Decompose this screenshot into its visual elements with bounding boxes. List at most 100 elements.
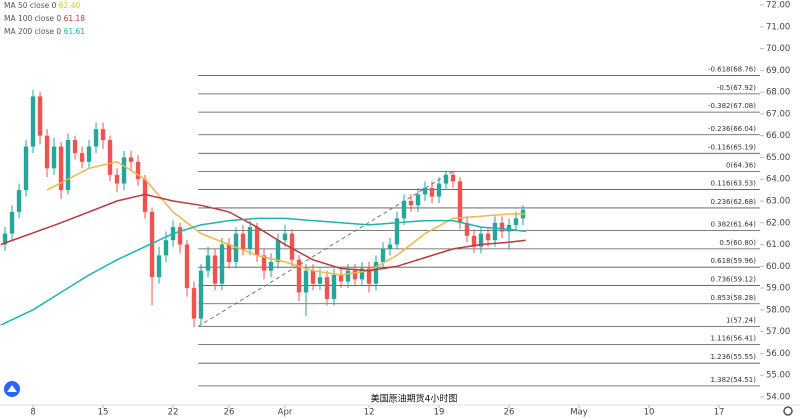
candle-body [65,140,71,191]
fib-label: 0.736(59.12) [710,275,756,283]
fib-label: 0.236(62.68) [710,198,756,206]
candle-body [513,218,519,225]
candle-body [16,190,22,212]
candle-body [219,244,225,284]
legend-value: 61.18 [64,14,86,23]
fib-label: 0.382(61.64) [710,221,756,229]
candle-body [408,200,414,206]
legend-entry: MA 100 close 0 61.18 [4,14,85,23]
candle-body [100,129,106,141]
candle-body [387,244,393,249]
legend-name: MA 200 close 0 [4,27,61,36]
y-tick-label: 71.00 [766,22,790,32]
y-tick-label: 59.00 [766,284,790,294]
candle-body [23,146,29,191]
fib-label: -0.116(65.19) [708,143,756,151]
y-tick-label: 57.00 [766,327,790,337]
gear[interactable] [783,406,793,416]
x-tick-label: 26 [504,408,515,418]
x-tick-label: 10 [644,408,655,418]
candle-body [58,146,64,191]
legend-value: 61.61 [64,27,86,36]
x-tick-label: 12 [364,408,375,418]
y-tick-label: 54.00 [766,392,790,402]
fib-label: -0.5(67.92) [717,84,756,92]
fib-label: -0.236(66.04) [708,125,756,133]
ma-line [46,160,526,276]
y-tick-label: 67.00 [766,109,790,119]
x-tick-label: 19 [434,408,445,418]
fib-label: 0(64.36) [726,161,756,169]
y-tick-label: 72.00 [766,1,790,11]
candle-body [457,181,463,223]
x-tick-label: 8 [30,408,35,418]
logo[interactable] [4,381,20,397]
candle-body [450,174,456,182]
candle-body [93,129,99,147]
candle-body [79,153,85,162]
candle-body [401,200,407,219]
candle-body [275,240,281,262]
candle-body [352,270,358,280]
candle-body [254,227,260,256]
x-tick-label: 26 [224,408,235,418]
candle-body [317,277,323,284]
candle-body [471,235,477,247]
candle-body [331,275,337,299]
candle-body [506,224,512,232]
candle-body [429,187,435,197]
candle-body [359,268,365,280]
candle-body [2,233,8,245]
candle-body [261,255,267,271]
candle-body [394,218,400,245]
fib-label: 0.618(59.96) [710,257,756,265]
legend-name: MA 100 close 0 [4,14,61,23]
candle-body [212,255,218,284]
candle-body [443,174,449,184]
candle-body [72,140,78,154]
logo-glyph[interactable] [7,385,17,392]
y-tick-label: 56.00 [766,349,790,359]
candle-body [142,179,148,212]
candle-body [184,244,190,289]
y-tick-label: 68.00 [766,88,790,98]
x-tick-label: 15 [98,408,109,418]
candle-body [30,96,36,147]
fib-label: 1.236(55.55) [710,353,756,361]
candle-body [324,277,330,299]
candle-body [163,240,169,256]
candle-body [226,244,232,262]
fib-label: 0.116(63.53) [710,179,756,187]
fib-label: 0.853(58.28) [710,294,756,302]
candle-body [303,270,309,293]
candle-body [198,270,204,319]
ma-line [0,217,526,326]
ma-line [0,193,526,272]
fib-label: -0.618(68.76) [708,66,756,74]
fib-label: 1(57.24) [726,316,756,324]
x-tick-label: 22 [168,408,179,418]
candle-body [240,233,246,249]
legend-entry: MA 200 close 0 61.61 [4,27,85,36]
candle-body [338,275,344,282]
candle-body [9,211,15,234]
candle-body [149,211,155,278]
candle-body [37,96,43,136]
y-tick-label: 69.00 [766,66,790,76]
y-tick-label: 55.00 [766,371,790,381]
candle-body [415,194,421,206]
y-tick-label: 64.00 [766,175,790,185]
candle-body [464,222,470,236]
y-tick-label: 65.00 [766,153,790,163]
candle-body [121,157,127,184]
candle-body [380,248,386,262]
settings-icon[interactable] [783,406,793,416]
fib-label: 1.382(54.51) [710,376,756,384]
candle-body [191,288,197,319]
candle-body [107,140,113,175]
y-tick-label: 58.00 [766,305,790,315]
candle-body [373,261,379,284]
candle-body [310,270,316,284]
x-tick-label: 17 [714,408,725,418]
candle-body [499,222,505,232]
